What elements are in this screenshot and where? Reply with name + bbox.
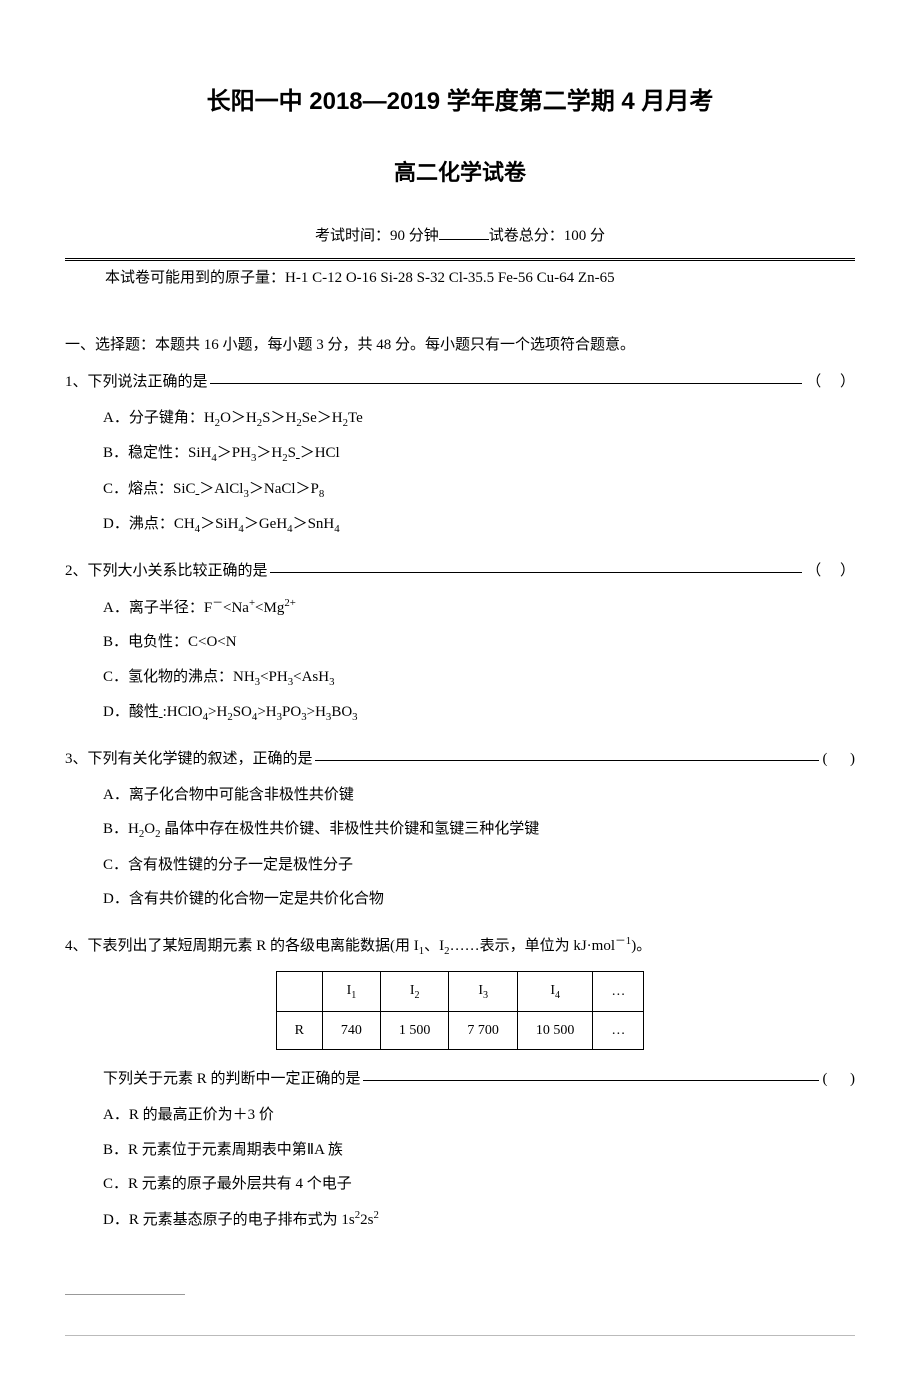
q4-judge-row: 下列关于元素 R 的判断中一定正确的是 ( ) bbox=[65, 1066, 855, 1093]
td-vmore: … bbox=[593, 1012, 644, 1050]
q1-stem-row: 1、 下列说法正确的是 （ ） bbox=[65, 369, 855, 396]
td-v2: 1 500 bbox=[380, 1012, 449, 1050]
footnote-line bbox=[65, 1294, 185, 1295]
th-i4: I4 bbox=[517, 972, 593, 1012]
atomic-masses: 本试卷可能用到的原子量：H-1 C-12 O-16 Si-28 S-32 Cl-… bbox=[65, 265, 855, 292]
q4-paren: ( ) bbox=[823, 1066, 856, 1093]
exam-info: 考试时间：90 分钟 试卷总分：100 分 bbox=[65, 223, 855, 250]
question-4: 4、下表列出了某短周期元素 R 的各级电离能数据(用 I1、I2……表示，单位为… bbox=[65, 932, 855, 1235]
question-2: 2、 下列大小关系比较正确的是 （ ） A．离子半径：F－<Na+<Mg2+ B… bbox=[65, 558, 855, 728]
q3-option-a: A．离子化合物中可能含非极性共价键 bbox=[103, 781, 855, 810]
q3-stem-row: 3、 下列有关化学键的叙述，正确的是 ( ) bbox=[65, 746, 855, 773]
q4-fill-line bbox=[363, 1080, 819, 1081]
q4-stem-row: 4、下表列出了某短周期元素 R 的各级电离能数据(用 I1、I2……表示，单位为… bbox=[65, 932, 855, 961]
ionization-table: I1 I2 I3 I4 … R 740 1 500 7 700 10 500 … bbox=[276, 971, 645, 1050]
td-v3: 7 700 bbox=[449, 1012, 518, 1050]
q2-option-d: D．酸性 :HClO4>H2SO4>H3PO3>H3BO3 bbox=[103, 698, 855, 728]
q1-option-b: B．稳定性：SiH4＞PH3＞H2S ＞HCl bbox=[103, 439, 855, 469]
q4-options: A．R 的最高正价为＋3 价 B．R 元素位于元素周期表中第ⅡA 族 C．R 元… bbox=[65, 1101, 855, 1234]
exam-time: 考试时间：90 分钟 bbox=[315, 228, 439, 244]
q3-option-d: D．含有共价键的化合物一定是共价化合物 bbox=[103, 885, 855, 914]
q2-stem: 下列大小关系比较正确的是 bbox=[88, 558, 268, 585]
q3-paren: ( ) bbox=[823, 746, 856, 773]
td-r: R bbox=[276, 1012, 322, 1050]
q1-paren: （ ） bbox=[806, 369, 855, 396]
q3-option-b: B．H2O2 晶体中存在极性共价键、非极性共价键和氢键三种化学键 bbox=[103, 815, 855, 845]
q3-stem: 下列有关化学键的叙述，正确的是 bbox=[88, 746, 313, 773]
td-v1: 740 bbox=[322, 1012, 380, 1050]
th-more: … bbox=[593, 972, 644, 1012]
q4-stem: 下表列出了某短周期元素 R 的各级电离能数据(用 I1、I2……表示，单位为 k… bbox=[88, 938, 652, 954]
blank-line bbox=[439, 239, 489, 240]
q4-option-b: B．R 元素位于元素周期表中第ⅡA 族 bbox=[103, 1136, 855, 1165]
q2-fill-line bbox=[270, 572, 803, 573]
q3-option-c: C．含有极性键的分子一定是极性分子 bbox=[103, 851, 855, 880]
bottom-divider bbox=[65, 1335, 855, 1336]
q1-option-c: C．熔点：SiC ＞AlCl3＞NaCl＞P8 bbox=[103, 475, 855, 505]
table-data-row: R 740 1 500 7 700 10 500 … bbox=[276, 1012, 644, 1050]
q2-stem-row: 2、 下列大小关系比较正确的是 （ ） bbox=[65, 558, 855, 585]
q2-option-c: C．氢化物的沸点：NH3<PH3<AsH3 bbox=[103, 663, 855, 693]
q2-option-b: B．电负性：C<O<N bbox=[103, 628, 855, 657]
q1-number: 1、 bbox=[65, 369, 88, 396]
q3-number: 3、 bbox=[65, 746, 88, 773]
section-1-title: 一、选择题：本题共 16 小题，每小题 3 分，共 48 分。每小题只有一个选项… bbox=[65, 332, 855, 359]
th-i2: I2 bbox=[380, 972, 449, 1012]
td-v4: 10 500 bbox=[517, 1012, 593, 1050]
question-1: 1、 下列说法正确的是 （ ） A．分子键角：H2O＞H2S＞H2Se＞H2Te… bbox=[65, 369, 855, 540]
title-main: 长阳一中 2018—2019 学年度第二学期 4 月月考 bbox=[65, 80, 855, 123]
table-header-row: I1 I2 I3 I4 … bbox=[276, 972, 644, 1012]
q4-judge-text: 下列关于元素 R 的判断中一定正确的是 bbox=[103, 1066, 361, 1093]
exam-total: 试卷总分：100 分 bbox=[489, 228, 605, 244]
q3-options: A．离子化合物中可能含非极性共价键 B．H2O2 晶体中存在极性共价键、非极性共… bbox=[65, 781, 855, 914]
q2-options: A．离子半径：F－<Na+<Mg2+ B．电负性：C<O<N C．氢化物的沸点：… bbox=[65, 593, 855, 728]
q2-option-a: A．离子半径：F－<Na+<Mg2+ bbox=[103, 593, 855, 623]
q4-table-wrap: I1 I2 I3 I4 … R 740 1 500 7 700 10 500 … bbox=[65, 971, 855, 1050]
q1-option-a: A．分子键角：H2O＞H2S＞H2Se＞H2Te bbox=[103, 404, 855, 434]
th-i3: I3 bbox=[449, 972, 518, 1012]
q4-number: 4、 bbox=[65, 938, 88, 954]
q1-options: A．分子键角：H2O＞H2S＞H2Se＞H2Te B．稳定性：SiH4＞PH3＞… bbox=[65, 404, 855, 540]
q2-number: 2、 bbox=[65, 558, 88, 585]
question-3: 3、 下列有关化学键的叙述，正确的是 ( ) A．离子化合物中可能含非极性共价键… bbox=[65, 746, 855, 914]
double-divider bbox=[65, 258, 855, 261]
q1-option-d: D．沸点：CH4＞SiH4＞GeH4＞SnH4 bbox=[103, 510, 855, 540]
title-sub: 高二化学试卷 bbox=[65, 153, 855, 193]
th-blank bbox=[276, 972, 322, 1012]
q1-stem: 下列说法正确的是 bbox=[88, 369, 208, 396]
q4-option-a: A．R 的最高正价为＋3 价 bbox=[103, 1101, 855, 1130]
q3-fill-line bbox=[315, 760, 819, 761]
q4-option-c: C．R 元素的原子最外层共有 4 个电子 bbox=[103, 1170, 855, 1199]
q4-option-d: D．R 元素基态原子的电子排布式为 1s22s2 bbox=[103, 1205, 855, 1235]
q2-paren: （ ） bbox=[806, 558, 855, 585]
th-i1: I1 bbox=[322, 972, 380, 1012]
q1-fill-line bbox=[210, 383, 803, 384]
